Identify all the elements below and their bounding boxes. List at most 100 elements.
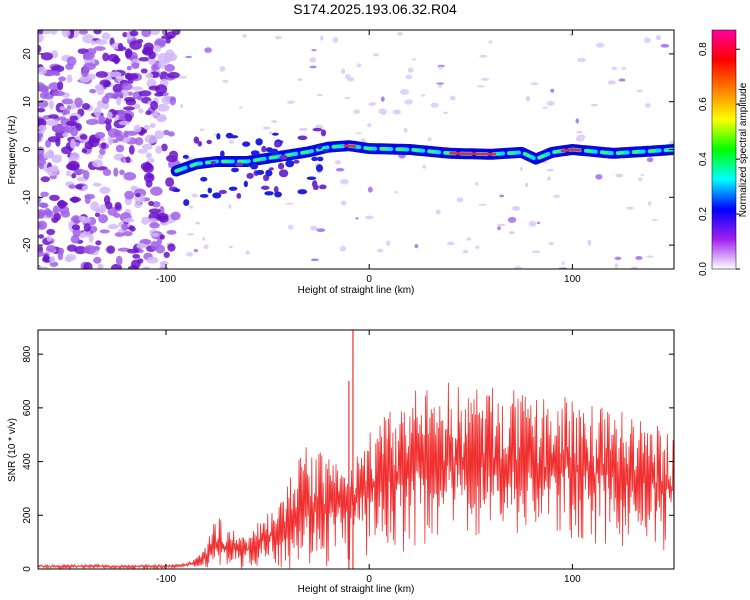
noise-blob bbox=[69, 196, 82, 203]
noise-blob bbox=[117, 109, 126, 118]
noise-blob bbox=[167, 243, 176, 252]
noise-blob bbox=[167, 71, 180, 79]
noise-blob bbox=[124, 190, 135, 200]
noise-blob bbox=[287, 224, 294, 230]
noise-blob bbox=[525, 95, 531, 102]
noise-blob bbox=[145, 110, 152, 116]
noise-blob bbox=[660, 43, 670, 48]
signal-fragment bbox=[206, 139, 212, 145]
signal-fragment bbox=[229, 135, 239, 139]
noise-blob bbox=[165, 49, 175, 57]
noise-blob bbox=[153, 45, 162, 52]
noise-blob bbox=[643, 37, 651, 44]
noise-blob bbox=[138, 57, 150, 62]
noise-blob bbox=[125, 156, 131, 163]
noise-blob bbox=[62, 132, 69, 138]
noise-blob bbox=[134, 103, 141, 110]
noise-blob bbox=[100, 142, 107, 149]
noise-blob bbox=[507, 216, 517, 223]
noise-blob bbox=[123, 171, 137, 181]
noise-blob bbox=[528, 220, 537, 227]
noise-blob bbox=[38, 162, 44, 170]
colorbar-tick-label: 0.0 bbox=[698, 262, 709, 276]
noise-blob bbox=[536, 221, 541, 225]
noise-blob bbox=[150, 186, 163, 196]
noise-blob bbox=[84, 141, 94, 150]
signal-fragment bbox=[199, 193, 209, 198]
noise-blob bbox=[53, 212, 62, 221]
noise-blob bbox=[107, 135, 114, 146]
noise-blob bbox=[316, 93, 323, 97]
snr-marks bbox=[38, 330, 674, 569]
signal-fragment bbox=[242, 141, 251, 147]
noise-blob bbox=[138, 90, 152, 97]
noise-blob bbox=[180, 104, 184, 108]
noise-blob bbox=[576, 130, 583, 134]
noise-blob bbox=[178, 75, 188, 79]
noise-blob bbox=[50, 30, 58, 35]
noise-blob bbox=[38, 99, 49, 108]
noise-blob bbox=[99, 148, 106, 156]
signal-fragment bbox=[228, 186, 238, 191]
noise-blob bbox=[51, 65, 65, 73]
noise-blob bbox=[144, 134, 158, 144]
noise-blob bbox=[65, 253, 77, 261]
noise-blob bbox=[188, 205, 194, 209]
noise-blob bbox=[367, 123, 372, 128]
noise-blob bbox=[106, 111, 113, 120]
signal-fragment bbox=[273, 186, 279, 194]
noise-blob bbox=[427, 137, 432, 142]
noise-blob bbox=[203, 244, 209, 250]
noise-blob bbox=[107, 206, 118, 216]
noise-blob bbox=[143, 124, 150, 131]
noise-blob bbox=[94, 83, 104, 91]
chart-title: S174.2025.193.06.32.R04 bbox=[293, 1, 457, 17]
noise-blob bbox=[636, 89, 643, 93]
spectrogram-marks bbox=[38, 30, 674, 269]
noise-blob bbox=[63, 109, 71, 115]
noise-blob bbox=[66, 244, 77, 252]
noise-blob bbox=[169, 96, 177, 106]
noise-blob bbox=[42, 254, 50, 262]
noise-blob bbox=[373, 53, 380, 57]
noise-blob bbox=[640, 173, 645, 176]
noise-blob bbox=[575, 118, 579, 124]
noise-blob bbox=[137, 148, 148, 154]
noise-blob bbox=[488, 40, 493, 44]
noise-blob bbox=[66, 120, 78, 127]
noise-blob bbox=[47, 70, 60, 76]
noise-blob bbox=[106, 245, 116, 254]
noise-blob bbox=[136, 242, 147, 249]
spectrogram-x-ticks: -100 0 100 bbox=[156, 30, 581, 285]
noise-blob bbox=[546, 168, 554, 172]
noise-blob bbox=[195, 221, 201, 225]
noise-blob bbox=[151, 232, 159, 237]
noise-blob bbox=[114, 232, 125, 237]
noise-blob bbox=[397, 31, 403, 36]
noise-blob bbox=[83, 261, 93, 269]
noise-blob bbox=[132, 253, 141, 259]
noise-blob bbox=[81, 185, 89, 191]
noise-blob bbox=[630, 266, 639, 269]
noise-blob bbox=[81, 102, 91, 110]
noise-blob bbox=[165, 177, 175, 187]
noise-blob bbox=[102, 52, 110, 62]
noise-blob bbox=[59, 106, 66, 111]
noise-blob bbox=[285, 202, 294, 205]
noise-blob bbox=[48, 99, 54, 110]
noise-blob bbox=[51, 154, 63, 163]
noise-blob bbox=[142, 266, 151, 269]
signal-fragment bbox=[297, 135, 308, 141]
noise-blob bbox=[309, 65, 317, 69]
noise-blob bbox=[82, 230, 91, 238]
signal-fragment bbox=[212, 192, 222, 199]
noise-blob bbox=[155, 40, 166, 46]
noise-blob bbox=[228, 245, 233, 249]
noise-blob bbox=[94, 212, 101, 218]
noise-blob bbox=[542, 106, 549, 109]
snr-x-tick-label: -100 bbox=[156, 574, 176, 585]
noise-blob bbox=[149, 123, 156, 128]
noise-blob bbox=[159, 234, 165, 240]
noise-blob bbox=[83, 223, 91, 232]
